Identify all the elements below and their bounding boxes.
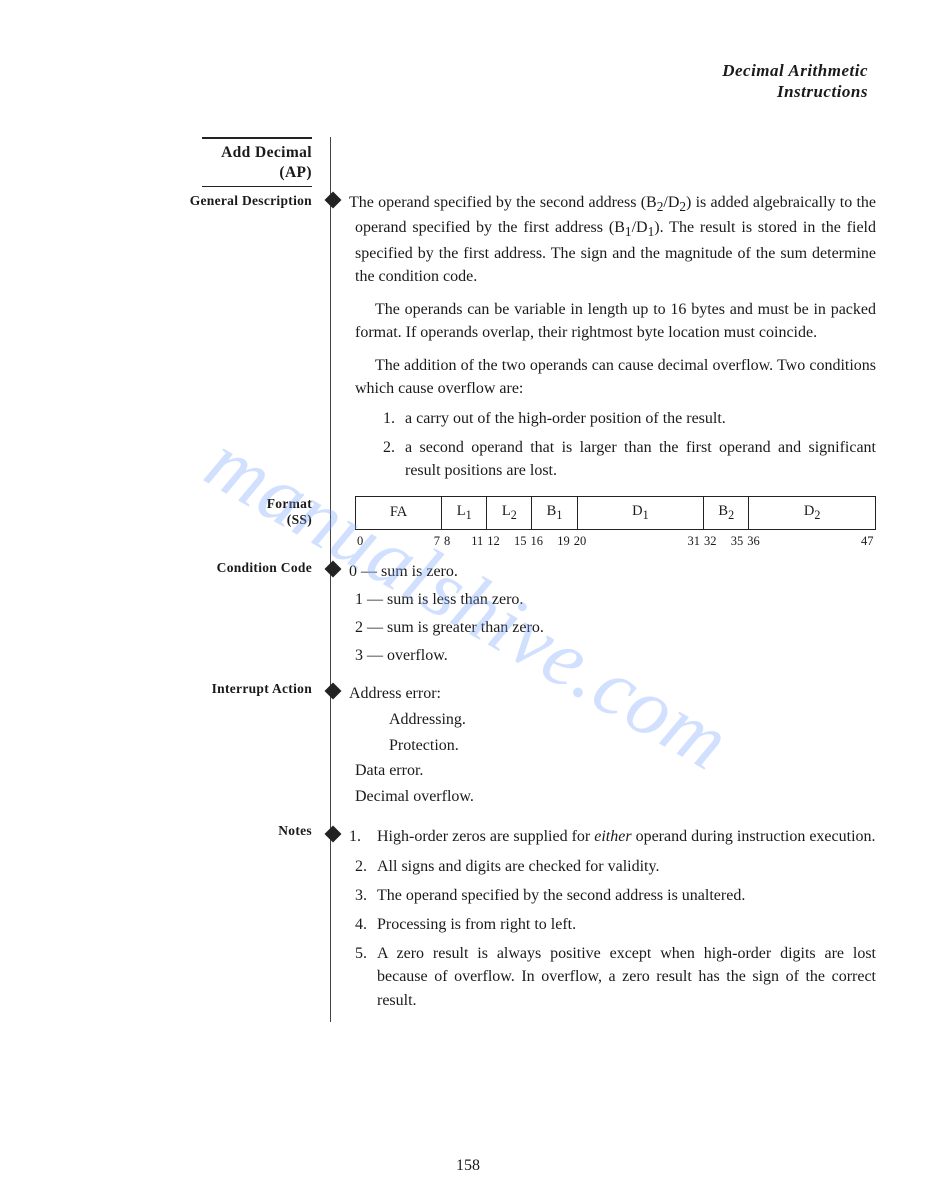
gen-p1: The operand specified by the second addr… — [355, 191, 876, 288]
format-field: L1 — [442, 497, 487, 529]
label-format: Format (SS) — [60, 492, 330, 528]
notes-row: Notes 1. High-order zeros are supplied f… — [60, 819, 876, 1021]
format-field: D1 — [577, 497, 704, 529]
header-line-2: Instructions — [60, 81, 868, 102]
gen-p2: The operands can be variable in length u… — [355, 298, 876, 344]
format-row: Format (SS) FAL1L2B1D1B2D2 0781112151619… — [60, 492, 876, 556]
interrupt-content: Address error: Addressing. Protection. D… — [331, 677, 876, 819]
instr-title-line1: Add Decimal — [221, 144, 312, 161]
instruction-title: Add Decimal (AP) — [202, 137, 312, 187]
general-description-row: General Description The operand specifie… — [60, 191, 876, 493]
label-cond: Condition Code — [60, 556, 330, 576]
title-row: Add Decimal (AP) — [60, 137, 876, 191]
bit-range: 1619 — [528, 532, 571, 550]
notes-list: 1. High-order zeros are supplied for eit… — [355, 825, 876, 1011]
notes-content: 1. High-order zeros are supplied for eit… — [331, 819, 876, 1021]
bit-range: 1215 — [485, 532, 528, 550]
format-diagram: FAL1L2B1D1B2D2 0781112151619203132353647 — [355, 496, 876, 550]
bit-range: 2031 — [572, 532, 702, 550]
overflow-item-1: 1. a carry out of the high-order positio… — [383, 407, 876, 430]
note-1: 1. High-order zeros are supplied for eit… — [355, 825, 876, 848]
label-general: General Description — [60, 191, 330, 209]
condition-code-row: Condition Code 0 — sum is zero. 1 — sum … — [60, 556, 876, 678]
cond-2: 2 — sum is greater than zero. — [355, 616, 876, 639]
overflow-list: 1. a carry out of the high-order positio… — [383, 407, 876, 483]
format-field: FA — [356, 497, 442, 529]
page: manualshive.com Decimal Arithmetic Instr… — [0, 0, 936, 1203]
note-2: 2.All signs and digits are checked for v… — [355, 855, 876, 878]
bit-range: 3647 — [745, 532, 875, 550]
ia-data-error: Data error. — [355, 758, 876, 784]
cond-1: 1 — sum is less than zero. — [355, 588, 876, 611]
label-col: Add Decimal (AP) — [60, 137, 330, 187]
header-line-1: Decimal Arithmetic — [60, 60, 868, 81]
ia-address-error: Address error: — [355, 681, 876, 707]
label-notes: Notes — [60, 819, 330, 839]
format-bit-labels: 0781112151619203132353647 — [355, 532, 876, 550]
instr-title-line2: (AP) — [279, 164, 312, 181]
interrupt-action-row: Interrupt Action Address error: Addressi… — [60, 677, 876, 819]
interrupt-list: Address error: Addressing. Protection. D… — [355, 681, 876, 809]
note-5: 5.A zero result is always positive excep… — [355, 942, 876, 1012]
ia-decimal-overflow: Decimal overflow. — [355, 784, 876, 810]
format-field: B1 — [532, 497, 577, 529]
cond-3: 3 — overflow. — [355, 644, 876, 667]
format-content: FAL1L2B1D1B2D2 0781112151619203132353647 — [331, 492, 876, 556]
format-fields-table: FAL1L2B1D1B2D2 — [355, 496, 876, 529]
cond-content: 0 — sum is zero. 1 — sum is less than ze… — [331, 556, 876, 678]
ia-protection: Protection. — [389, 733, 876, 759]
ia-addressing: Addressing. — [389, 707, 876, 733]
note-4: 4.Processing is from right to left. — [355, 913, 876, 936]
gen-p3: The addition of the two operands can cau… — [355, 354, 876, 400]
format-field: D2 — [749, 497, 876, 529]
format-field: B2 — [704, 497, 749, 529]
page-header: Decimal Arithmetic Instructions — [60, 60, 868, 103]
cond-list: 0 — sum is zero. 1 — sum is less than ze… — [355, 560, 876, 668]
bit-range: 3235 — [702, 532, 745, 550]
note-3: 3.The operand specified by the second ad… — [355, 884, 876, 907]
label-interrupt: Interrupt Action — [60, 677, 330, 697]
content-col — [331, 137, 876, 191]
cond-0: 0 — sum is zero. — [355, 560, 876, 583]
general-content: The operand specified by the second addr… — [331, 191, 876, 493]
format-field: L2 — [487, 497, 532, 529]
bit-range: 811 — [442, 532, 485, 550]
bit-range: 07 — [355, 532, 442, 550]
overflow-item-2: 2. a second operand that is larger than … — [383, 436, 876, 482]
page-number: 158 — [0, 1157, 936, 1175]
